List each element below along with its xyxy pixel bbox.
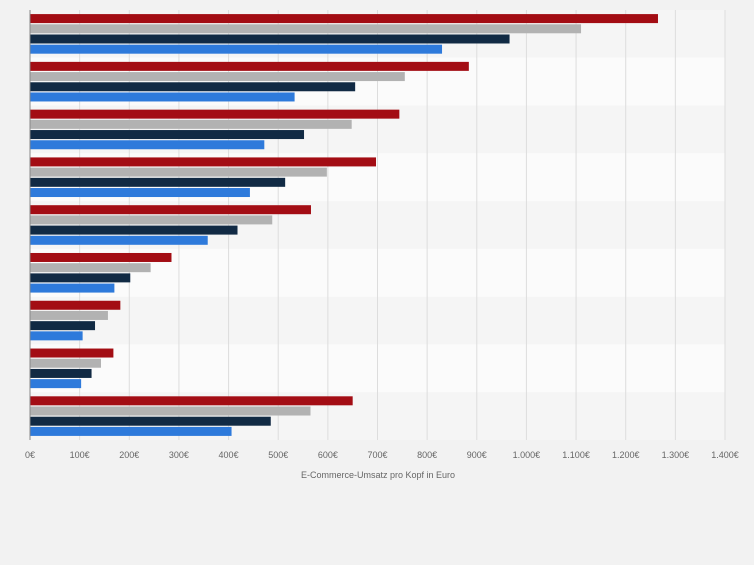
bar [30,157,377,167]
x-tick-label: 600€ [318,450,338,460]
x-tick-label: 1.400€ [711,450,739,460]
bar [30,92,295,102]
bar [30,215,273,225]
x-tick-label: 1.100€ [562,450,590,460]
bar [30,61,469,71]
bars [30,14,658,436]
bar [30,273,131,283]
x-tick-label: 300€ [169,450,189,460]
bar [30,188,250,198]
x-tick-label: 700€ [367,450,387,460]
bar [30,205,311,215]
x-tick-label: 800€ [417,450,437,460]
bar [30,225,238,235]
bar [30,283,115,293]
bar [30,109,400,119]
x-axis-label: E-Commerce-Umsatz pro Kopf in Euro [301,470,455,480]
x-tick-labels: 0€ 100€ 200€ 300€ 400€ 500€ 600€ 700€ 800€ 900€ 1.… [25,450,739,460]
bar [30,321,96,331]
x-tick-label: 0€ [25,450,35,460]
bar [30,310,108,320]
bar [30,130,305,140]
x-tick-label: 100€ [70,450,90,460]
bar [30,263,151,273]
bar [30,426,232,436]
bar [30,177,286,187]
bar [30,416,271,426]
bar [30,379,82,389]
bar [30,119,352,129]
bar [30,72,405,82]
bar [30,140,265,150]
bar [30,14,658,24]
gridlines [79,10,726,440]
bar [30,348,114,358]
bar [30,167,327,177]
bar [30,24,582,34]
bar [30,300,121,310]
bar [30,34,510,44]
bar [30,368,92,378]
x-tick-label: 1.000€ [513,450,541,460]
bar [30,406,311,416]
x-tick-label: 1.300€ [662,450,690,460]
x-tick-label: 200€ [119,450,139,460]
bar [30,44,443,54]
bar [30,331,83,341]
x-tick-label: 1.200€ [612,450,640,460]
bar [30,235,208,245]
x-tick-label: 900€ [467,450,487,460]
bar [30,82,356,92]
x-tick-label: 500€ [268,450,288,460]
bar [30,396,353,406]
bar [30,358,101,368]
x-tick-label: 400€ [219,450,239,460]
bar [30,252,172,262]
